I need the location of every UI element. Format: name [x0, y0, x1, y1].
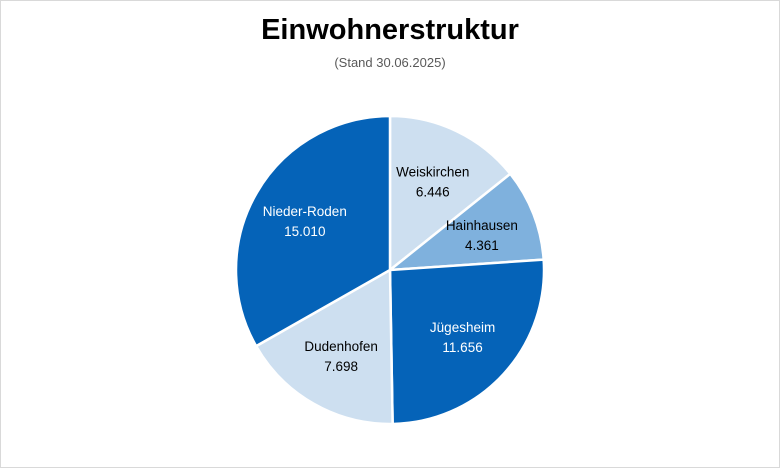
chart-subtitle: (Stand 30.06.2025) [334, 55, 446, 70]
pie-label-name: Weiskirchen [396, 165, 469, 180]
pie-slice-weiskirchen [388, 114, 513, 273]
pie-label-value: 15.010 [284, 224, 325, 239]
pie-label-value: 11.656 [442, 340, 482, 355]
pie-label-value: 4.361 [465, 238, 499, 253]
pie-label-name: Hainhausen [446, 218, 518, 233]
pie-label-name: Nieder-Roden [263, 204, 347, 219]
pie-label-name: Jügesheim [430, 320, 495, 335]
pie-slice-dudenhofen [254, 267, 394, 426]
pie-label-value: 7.698 [324, 359, 358, 374]
pie-slice-hainhausen [386, 172, 545, 272]
pie-slice-nieder-roden [234, 114, 392, 348]
pie-label-name: Dudenhofen [304, 339, 378, 354]
pie-label-value: 6.446 [416, 185, 450, 200]
chart-title: Einwohnerstruktur [261, 14, 519, 46]
pie-slice-j-gesheim [388, 258, 546, 426]
